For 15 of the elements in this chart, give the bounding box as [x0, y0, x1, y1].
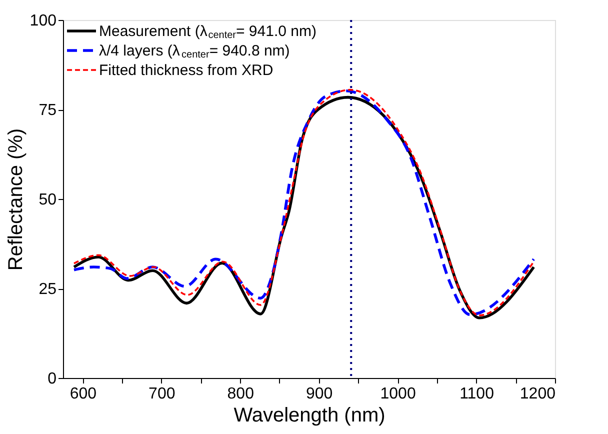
x-tick-label: 700	[148, 386, 176, 402]
legend-label: Fitted thickness from XRD	[99, 62, 274, 79]
y-tick-label: 100	[30, 12, 57, 30]
x-tick-label: 1200	[520, 386, 556, 402]
y-tick-label: 50	[38, 192, 57, 208]
x-tick-label: 600	[70, 386, 97, 402]
y-tick-label: 0	[48, 370, 57, 388]
y-axis-title: Reflectance (%)	[4, 128, 27, 271]
x-tick-label: 1000	[380, 386, 416, 402]
y-tick-label: 25	[38, 281, 57, 298]
x-tick-label: 1100	[460, 386, 494, 402]
x-tick-label: 900	[306, 386, 333, 402]
x-axis-title: Wavelength (nm)	[234, 404, 386, 426]
y-tick-label: 75	[38, 102, 57, 119]
x-tick-label: 800	[227, 386, 254, 402]
